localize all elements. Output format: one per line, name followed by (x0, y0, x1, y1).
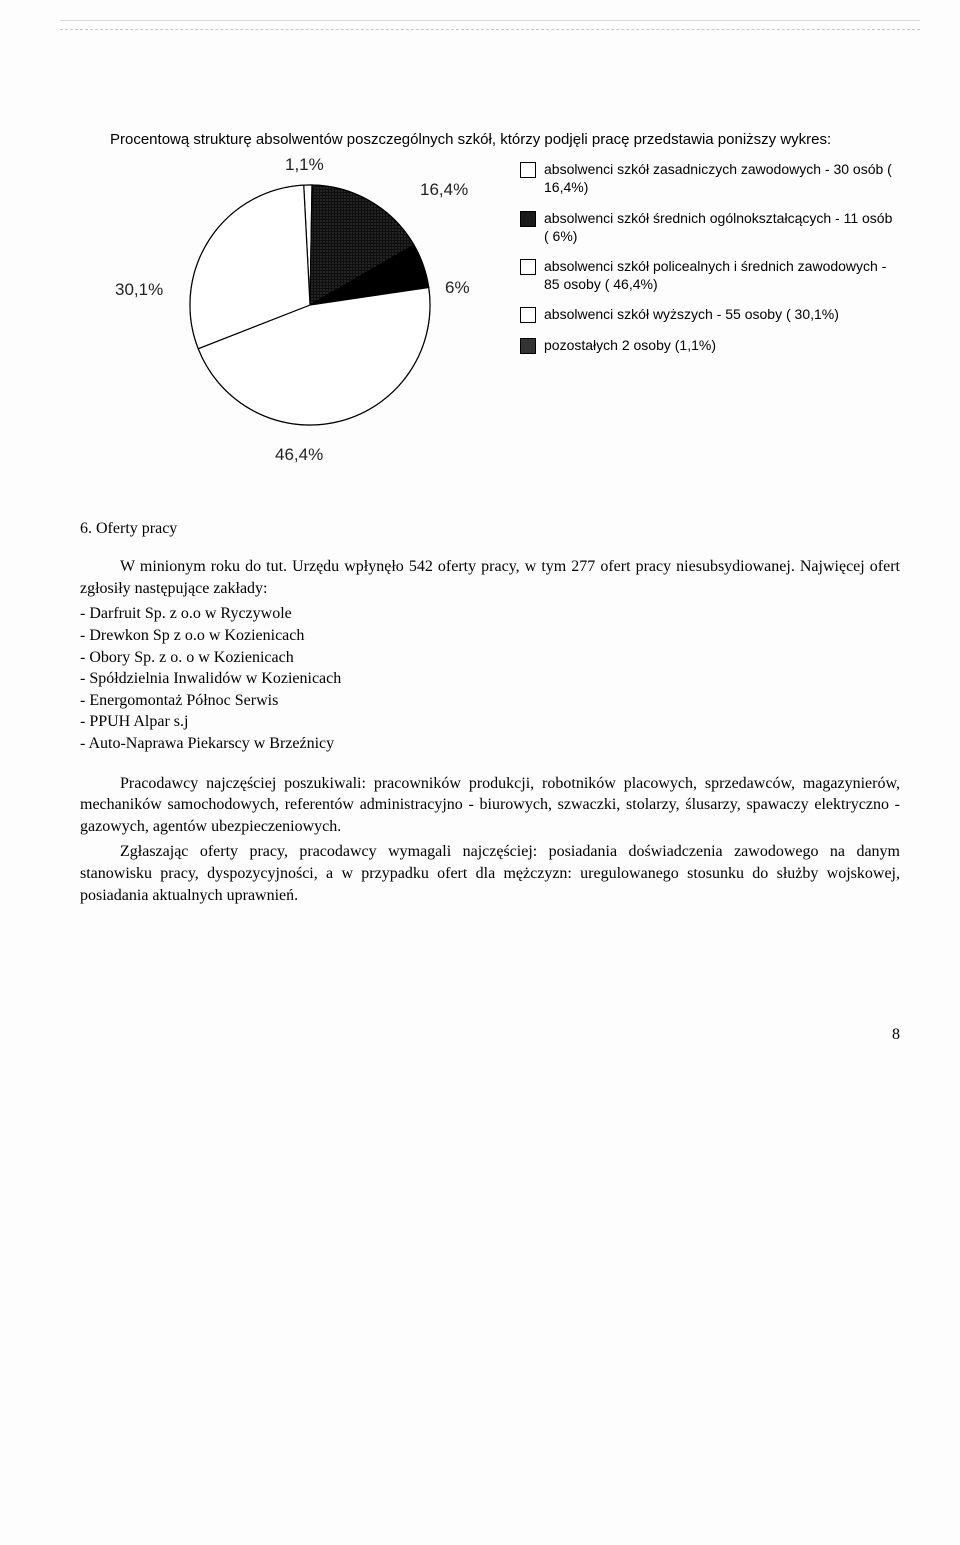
pie-slice-label: 1,1% (285, 155, 324, 175)
section-heading: 6. Oferty pracy (80, 520, 900, 538)
pie-slice-label: 6% (445, 278, 470, 298)
para-2: Pracodawcy najczęściej poszukiwali: prac… (80, 773, 900, 838)
section-body: W minionym roku do tut. Urzędu wpłynęło … (80, 556, 900, 906)
employer-item: Auto-Naprawa Piekarscy w Brzeźnicy (80, 733, 900, 755)
employer-item: Energomontaż Północ Serwis (80, 690, 900, 712)
page-number: 8 (80, 1026, 900, 1044)
legend-text: absolwenci szkół wyższych - 55 osoby ( 3… (544, 305, 839, 323)
chart-area: 1,1%16,4%6%46,4%30,1% absolwenci szkół z… (110, 160, 900, 470)
employer-item: Obory Sp. z o. o w Kozienicach (80, 647, 900, 669)
employer-item: Darfruit Sp. z o.o w Ryczywole (80, 603, 900, 625)
legend-item: pozostałych 2 osoby (1,1%) (520, 336, 900, 354)
pie-slice-label: 30,1% (115, 280, 163, 300)
employer-item: PPUH Alpar s.j (80, 711, 900, 733)
legend-item: absolwenci szkół policealnych i średnich… (520, 257, 900, 293)
legend-swatch (520, 307, 536, 323)
legend-item: absolwenci szkół wyższych - 55 osoby ( 3… (520, 305, 900, 323)
legend-swatch (520, 259, 536, 275)
pie-slice-label: 46,4% (275, 445, 323, 465)
legend-text: pozostałych 2 osoby (1,1%) (544, 336, 716, 354)
legend-text: absolwenci szkół policealnych i średnich… (544, 257, 900, 293)
scan-artifact (60, 20, 920, 30)
pie-svg (110, 160, 510, 470)
employer-item: Spółdzielnia Inwalidów w Kozienicach (80, 668, 900, 690)
legend-swatch (520, 162, 536, 178)
legend-item: absolwenci szkół zasadniczych zawodowych… (520, 160, 900, 196)
employers-list: Darfruit Sp. z o.o w RyczywoleDrewkon Sp… (80, 603, 900, 754)
pie-chart: 1,1%16,4%6%46,4%30,1% (110, 160, 510, 470)
para-3: Zgłaszając oferty pracy, pracodawcy wyma… (80, 841, 900, 906)
pie-slice-label: 16,4% (420, 180, 468, 200)
legend-swatch (520, 338, 536, 354)
legend-text: absolwenci szkół średnich ogólnokształcą… (544, 209, 900, 245)
para-1: W minionym roku do tut. Urzędu wpłynęło … (80, 556, 900, 599)
legend-text: absolwenci szkół zasadniczych zawodowych… (544, 160, 900, 196)
document-page: Procentową strukturę absolwentów poszcze… (0, 0, 960, 1084)
legend: absolwenci szkół zasadniczych zawodowych… (510, 160, 900, 366)
intro-text: Procentową strukturę absolwentów poszcze… (110, 130, 890, 150)
legend-item: absolwenci szkół średnich ogólnokształcą… (520, 209, 900, 245)
employer-item: Drewkon Sp z o.o w Kozienicach (80, 625, 900, 647)
legend-swatch (520, 211, 536, 227)
